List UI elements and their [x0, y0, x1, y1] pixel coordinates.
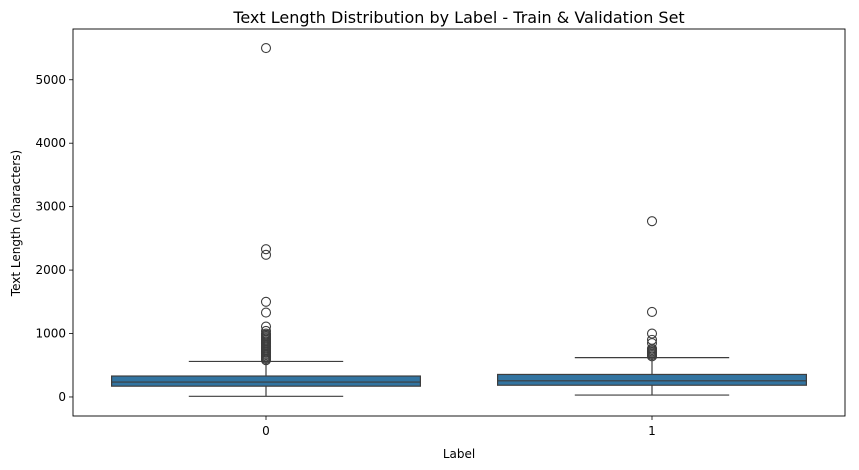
iqr-box — [497, 373, 807, 386]
y-tick-label: 5000 — [35, 73, 66, 87]
y-tick-label: 0 — [58, 390, 66, 404]
x-axis-label: Label — [443, 447, 475, 461]
x-tick-label: 0 — [262, 424, 270, 438]
x-tick-label: 1 — [648, 424, 656, 438]
outlier-point — [646, 351, 658, 362]
outlier-point — [260, 296, 272, 307]
outlier-point — [260, 42, 272, 54]
chart-title: Text Length Distribution by Label - Trai… — [232, 8, 684, 27]
outlier-point — [260, 307, 272, 318]
y-tick-label: 1000 — [35, 327, 66, 341]
outlier-point — [260, 244, 272, 255]
outlier-point — [646, 306, 658, 318]
outlier-point — [646, 216, 658, 227]
plot-area — [72, 28, 846, 417]
y-axis-label: Text Length (characters) — [9, 150, 23, 297]
y-tick-label: 2000 — [35, 263, 66, 277]
outlier-point — [260, 249, 272, 260]
y-tick-label: 4000 — [35, 136, 66, 150]
outlier-point — [260, 355, 272, 366]
y-tick-label: 3000 — [35, 200, 66, 214]
iqr-box — [110, 375, 421, 387]
